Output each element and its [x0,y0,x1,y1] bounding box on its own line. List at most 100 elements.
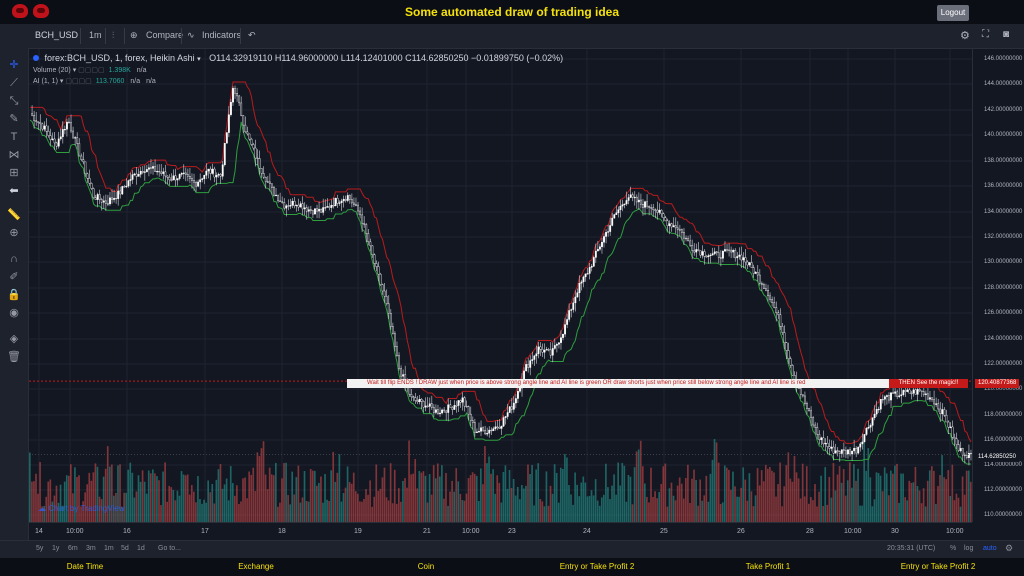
candle-body [373,254,376,264]
candle-body [275,194,277,197]
brush-icon[interactable]: ✎ [9,113,19,125]
candle-body [447,404,450,413]
candle-body [293,200,296,206]
auto-toggle[interactable]: auto [983,545,997,552]
back-arrow-icon[interactable]: ⬅ [9,185,19,197]
candle-body [582,276,585,283]
range-button-5y[interactable]: 5y [36,545,44,552]
legend-caret-icon[interactable]: ▾ [72,67,77,74]
volume-bar [926,480,929,522]
trash-icon[interactable]: 🗑 [7,351,21,363]
eye-icon[interactable]: ◉ [9,307,19,319]
stay-drawing-icon[interactable]: ✐ [9,271,19,283]
time-axis[interactable] [29,522,972,541]
candle-body [570,309,573,311]
candle-body [453,405,456,410]
symbol-search[interactable]: BCH_USD [35,30,79,40]
text-tool-icon[interactable]: T [10,131,18,143]
chart-type-icon[interactable]: ⫶ [112,30,115,40]
volume-bar [494,493,496,522]
range-button-1d[interactable]: 1d [137,545,145,552]
tradingview-watermark[interactable]: ☁ Chart by TradingView [38,504,125,513]
volume-bar [313,470,316,522]
volume-bar [750,491,753,522]
dropdown-caret-icon[interactable]: ▾ [197,56,201,63]
volume-bar [180,471,183,522]
compare-icon[interactable]: ⊕ [130,30,138,40]
volume-bar [86,484,89,522]
zoom-in-icon[interactable]: ⊕ [9,227,19,239]
volume-bar [691,478,693,522]
range-button-5d[interactable]: 5d [121,545,129,552]
legend-caret-icon[interactable]: ▾ [59,78,64,85]
indicators-icon[interactable]: ∿ [187,30,195,40]
percent-toggle[interactable]: % [950,545,957,552]
ruler-icon[interactable]: 📏 [7,209,21,221]
candle-body [961,448,964,456]
compare-button[interactable]: Compare [146,30,184,40]
indicators-button[interactable]: Indicators [202,30,242,40]
candle-body [654,209,657,211]
banner-highlight: THEN See the magic!! [889,379,968,388]
candle-body [512,402,515,410]
candle-body [892,392,894,394]
volume-bar [184,475,187,522]
candle-body [691,245,694,251]
price-axis[interactable] [972,49,1024,522]
layers-icon[interactable]: ◈ [9,333,19,345]
volume-bar [143,481,146,522]
range-button-1y[interactable]: 1y [52,545,60,552]
candle-body [338,202,341,204]
fib-tool-icon[interactable]: ⤡ [9,95,19,107]
range-button-1m[interactable]: 1m [104,545,114,552]
range-button-6m[interactable]: 6m [68,545,78,552]
pattern-tool-icon[interactable]: ⋈ [8,149,20,161]
cloud-icon: ☁ [38,504,46,513]
candle-body [506,412,509,417]
legend-buttons-icon[interactable]: ▢▢▢▢ [65,78,92,85]
price-chart-svg[interactable] [29,49,972,522]
crosshair-icon[interactable]: ✛ [9,59,19,71]
interval-selector[interactable]: 1m [89,30,102,40]
trend-line-icon[interactable]: ⟋ [10,77,18,89]
candle-body [908,389,911,394]
candle-body [631,194,634,198]
volume-bar [147,470,150,522]
lock-icon[interactable]: 🔒 [7,289,21,301]
camera-snapshot-icon[interactable]: ◙ [1003,29,1010,40]
prediction-tool-icon[interactable]: ⊞ [9,167,19,179]
series-title[interactable]: forex:BCH_USD, 1, forex, Heikin Ashi [44,53,195,63]
chart-settings-icon[interactable]: ⚙ [1005,543,1014,553]
volume-bar [164,462,166,522]
logout-button[interactable]: Logout [937,5,969,21]
volume-bar [219,464,222,522]
candle-body [445,410,448,413]
volume-bar [504,465,507,522]
legend-buttons-icon[interactable]: ▢▢▢▢ [78,67,105,74]
candle-body [824,442,827,445]
candle-body [209,168,212,174]
range-button-3m[interactable]: 3m [86,545,96,552]
fullscreen-icon[interactable]: ⛶ [982,29,989,40]
candle-body [658,209,661,213]
volume-bar [256,452,259,522]
volume-bar [324,474,326,522]
candle-body [859,443,862,448]
settings-gear-icon[interactable]: ⚙ [960,30,970,42]
candle-body [486,433,489,435]
goto-button[interactable]: Go to... [158,545,181,552]
candle-body [301,203,304,210]
candle-body [96,194,99,200]
magnet-icon[interactable]: ∩ [10,253,18,265]
candle-body [642,204,644,208]
volume-label[interactable]: Volume (20) [33,67,71,74]
volume-bar [53,495,56,522]
volume-bar [844,495,847,522]
ai-label[interactable]: AI (1, 1) [33,78,58,85]
volume-bar [400,501,402,522]
candle-body [164,171,167,177]
chart-pane[interactable] [29,49,972,522]
volume-bar [578,496,581,522]
undo-button[interactable]: ↶ [248,30,256,40]
log-toggle[interactable]: log [964,545,974,552]
